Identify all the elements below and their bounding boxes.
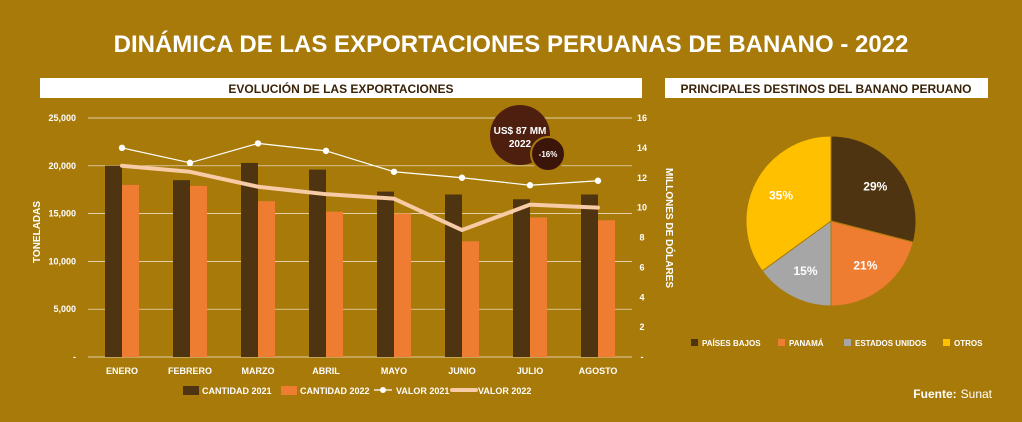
y2-tick-label: 2	[639, 322, 644, 332]
y2-tick-label: 8	[639, 233, 644, 243]
source-label: Fuente:	[913, 387, 956, 401]
bar-cantidad-2022	[190, 185, 207, 357]
bar-cantidad-2022	[258, 201, 275, 357]
point-valor-2021	[186, 159, 194, 167]
bar-chart-axes: - 5,000 10,000 15,000 20,000 25,000 - 2 4 6 8 10 12 1…	[48, 113, 647, 376]
y2-axis-label: MILLONES DE DÓLARES	[663, 168, 676, 288]
y-tick-label: 10,000	[48, 256, 76, 266]
legend-label-cantidad-2022: CANTIDAD 2022	[300, 386, 370, 396]
y2-tick-label: 14	[637, 143, 647, 153]
pie-slice-estados-unidos	[761, 220, 832, 307]
pie-chart-title: PRINCIPALES DESTINOS DEL BANANO PERUANO	[681, 82, 972, 96]
x-tick-label: JUNIO	[448, 366, 476, 376]
legend-swatch-cantidad-2022	[281, 386, 297, 395]
legend-label-cantidad-2021: CANTIDAD 2021	[202, 386, 272, 396]
y2-tick-label: 4	[639, 292, 644, 302]
y2-tick-label: 6	[639, 262, 644, 272]
x-tick-label: AGOSTO	[579, 366, 618, 376]
point-valor-2021	[118, 144, 126, 152]
bar-chart-legend: CANTIDAD 2021 CANTIDAD 2022 VALOR 2021 VALO…	[183, 386, 531, 396]
bar-cantidad-2022	[598, 220, 615, 357]
pie-slice-label: 21%	[853, 258, 877, 272]
bar-cantidad-2021	[309, 169, 326, 357]
legend-label-valor-2021: VALOR 2021	[396, 386, 449, 396]
point-valor-2021	[254, 140, 262, 147]
bar-cantidad-2021	[581, 194, 598, 357]
change-annotation-bubble	[530, 136, 566, 172]
pie-legend-label: ESTADOS UNIDOS	[855, 339, 927, 348]
x-tick-label: ABRIL	[312, 366, 340, 376]
y2-tick-label: 10	[637, 203, 647, 213]
bar-cantidad-2021	[105, 165, 122, 357]
point-valor-2021	[458, 174, 466, 181]
point-valor-2021	[322, 147, 330, 155]
y2-tick-label: 12	[637, 173, 647, 183]
legend-label-valor-2022: VALOR 2022	[478, 386, 531, 396]
bar-cantidad-2022	[326, 211, 343, 357]
bar-chart-bars	[105, 162, 615, 357]
line-valor-2021	[121, 142, 599, 186]
legend-marker-valor-2021	[380, 387, 386, 393]
pie-slice-otros	[745, 135, 832, 272]
bar-cantidad-2022	[394, 213, 411, 357]
point-valor-2021	[594, 177, 602, 184]
bar-cantidad-2021	[513, 199, 530, 357]
bar-cantidad-2021	[173, 180, 190, 357]
line-valor-2022	[120, 163, 600, 233]
bar-cantidad-2022	[462, 241, 479, 357]
source-value: Sunat	[961, 387, 993, 401]
pie-legend-label: PAÍSES BAJOS	[702, 339, 761, 348]
pie-chart: 29% 21% 15% 35%	[745, 135, 917, 307]
pie-legend-label: OTROS	[954, 339, 983, 348]
annotation-value: US$ 87 MM	[494, 126, 547, 137]
bar-chart-title: EVOLUCIÓN DE LAS EXPORTACIONES	[228, 81, 453, 96]
y2-tick-label: 16	[637, 113, 647, 123]
pie-slice-label: 35%	[769, 189, 793, 203]
y-tick-label: 15,000	[48, 209, 76, 219]
pie-slice-paises-bajos	[830, 135, 917, 243]
bar-cantidad-2021	[445, 194, 462, 357]
annotation-change: -16%	[539, 150, 558, 159]
bar-cantidad-2021	[377, 191, 394, 357]
y-tick-label: 20,000	[48, 161, 76, 171]
x-tick-label: MARZO	[242, 366, 275, 376]
point-valor-2021	[526, 182, 534, 189]
pie-legend-swatch	[778, 339, 785, 346]
bar-chart-title-band	[40, 78, 642, 98]
bar-cantidad-2022	[122, 184, 139, 357]
pie-legend-label: PANAMÁ	[789, 339, 824, 348]
y-tick-label: 25,000	[48, 113, 76, 123]
pie-slice-panama	[830, 220, 914, 307]
page-title: DINÁMICA DE LAS EXPORTACIONES PERUANAS D…	[114, 30, 909, 58]
x-tick-label: FEBRERO	[168, 366, 212, 376]
y-tick-label: 5,000	[53, 304, 76, 314]
legend-swatch-cantidad-2021	[183, 386, 199, 395]
pie-chart-title-band	[665, 78, 988, 98]
pie-legend-swatch	[943, 339, 950, 346]
point-valor-2021	[390, 168, 398, 175]
annotation-year: 2022	[509, 139, 532, 150]
pie-legend-swatch	[844, 339, 851, 346]
pie-slice-label: 29%	[863, 180, 887, 194]
bar-cantidad-2022	[530, 217, 547, 357]
bar-chart-lines	[118, 140, 602, 233]
pie-slice-label: 15%	[794, 264, 818, 278]
y2-tick-label: -	[641, 352, 644, 362]
x-tick-label: ENERO	[106, 366, 138, 376]
x-tick-label: JULIO	[517, 366, 544, 376]
pie-chart-legend: PAÍSES BAJOS PANAMÁ ESTADOS UNIDOS OTROS	[691, 339, 983, 348]
bar-cantidad-2021	[241, 162, 258, 357]
pie-legend-swatch	[691, 339, 698, 346]
source-note: Fuente: Sunat	[913, 387, 992, 401]
x-tick-label: MAYO	[381, 366, 407, 376]
y-axis-label: TONELADAS	[32, 201, 43, 263]
y-tick-label: -	[73, 352, 76, 362]
